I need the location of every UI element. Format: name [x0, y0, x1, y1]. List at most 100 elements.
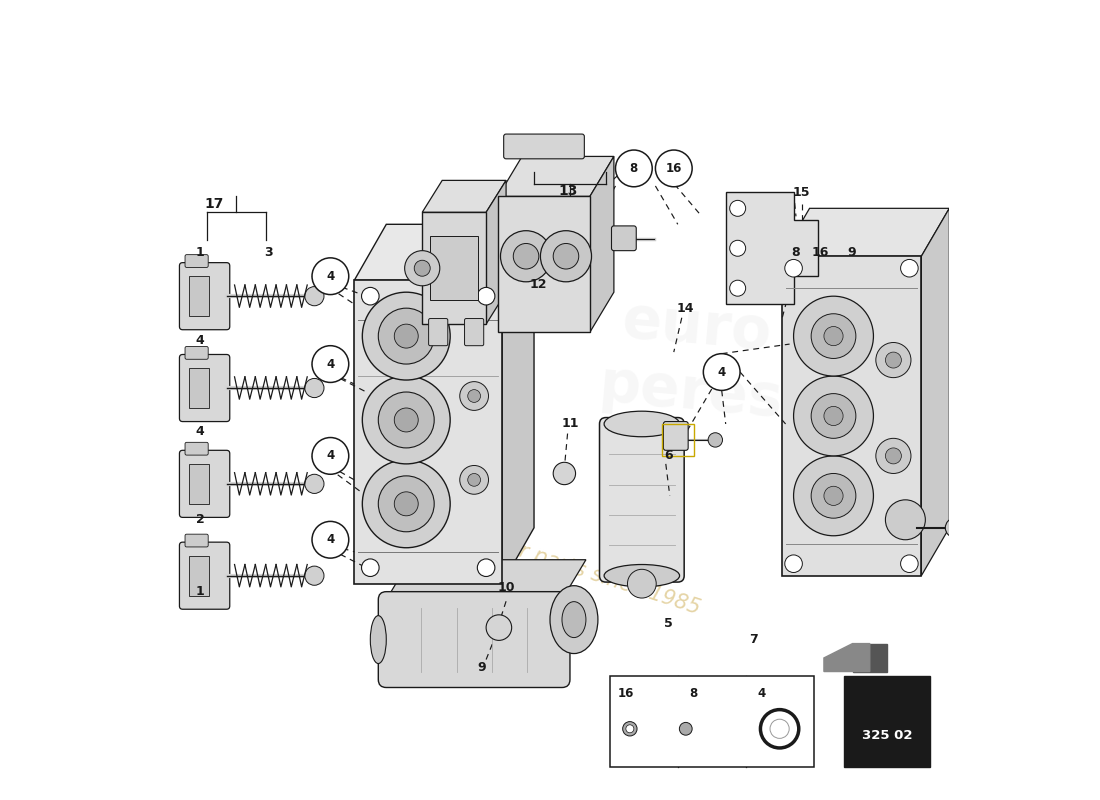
- Circle shape: [405, 250, 440, 286]
- Text: 3: 3: [265, 246, 273, 258]
- Circle shape: [540, 230, 592, 282]
- Circle shape: [901, 555, 918, 573]
- FancyBboxPatch shape: [185, 442, 208, 455]
- Circle shape: [784, 259, 802, 277]
- Text: 10: 10: [497, 581, 515, 594]
- Circle shape: [811, 314, 856, 358]
- FancyBboxPatch shape: [179, 450, 230, 518]
- Circle shape: [729, 200, 746, 216]
- Polygon shape: [498, 157, 614, 196]
- Text: 2: 2: [196, 514, 205, 526]
- Circle shape: [656, 150, 692, 186]
- Circle shape: [760, 710, 799, 748]
- Text: 8: 8: [791, 246, 800, 258]
- Circle shape: [394, 408, 418, 432]
- Circle shape: [626, 725, 634, 733]
- Text: 13: 13: [559, 184, 579, 198]
- Circle shape: [305, 474, 324, 494]
- Text: 4: 4: [327, 450, 334, 462]
- Circle shape: [703, 354, 740, 390]
- Circle shape: [729, 280, 746, 296]
- Circle shape: [901, 259, 918, 277]
- Ellipse shape: [562, 602, 586, 638]
- FancyBboxPatch shape: [354, 280, 502, 584]
- Text: 16: 16: [618, 686, 634, 699]
- Polygon shape: [386, 560, 586, 600]
- Circle shape: [477, 559, 495, 577]
- FancyBboxPatch shape: [189, 464, 209, 504]
- Text: 4: 4: [717, 366, 726, 378]
- Circle shape: [824, 486, 843, 506]
- Circle shape: [623, 722, 637, 736]
- Polygon shape: [824, 643, 870, 671]
- Text: 4: 4: [327, 534, 334, 546]
- Circle shape: [770, 719, 789, 738]
- Text: 8: 8: [629, 162, 638, 175]
- Text: 325 02: 325 02: [861, 729, 912, 742]
- Text: 4: 4: [758, 686, 766, 699]
- Circle shape: [500, 230, 551, 282]
- FancyBboxPatch shape: [612, 226, 636, 250]
- Polygon shape: [422, 180, 506, 212]
- Circle shape: [362, 287, 380, 305]
- Circle shape: [886, 448, 901, 464]
- Text: a passion for parts since 1985: a passion for parts since 1985: [397, 502, 703, 618]
- FancyBboxPatch shape: [179, 262, 230, 330]
- Circle shape: [362, 376, 450, 464]
- FancyBboxPatch shape: [189, 368, 209, 408]
- Circle shape: [415, 260, 430, 276]
- Polygon shape: [502, 224, 534, 584]
- Circle shape: [886, 500, 925, 540]
- FancyBboxPatch shape: [189, 556, 209, 596]
- Circle shape: [468, 390, 481, 402]
- Circle shape: [553, 462, 575, 485]
- Ellipse shape: [550, 586, 598, 654]
- FancyBboxPatch shape: [378, 592, 570, 687]
- Polygon shape: [922, 208, 949, 576]
- Text: 14: 14: [676, 302, 694, 314]
- Text: 12: 12: [529, 278, 547, 290]
- Circle shape: [824, 406, 843, 426]
- FancyBboxPatch shape: [422, 212, 486, 324]
- Circle shape: [477, 287, 495, 305]
- Circle shape: [811, 394, 856, 438]
- Text: 7: 7: [749, 633, 758, 646]
- Circle shape: [460, 466, 488, 494]
- FancyBboxPatch shape: [663, 422, 689, 450]
- Circle shape: [486, 615, 512, 640]
- FancyBboxPatch shape: [189, 276, 209, 316]
- Circle shape: [824, 326, 843, 346]
- Circle shape: [312, 346, 349, 382]
- Circle shape: [362, 292, 450, 380]
- Text: euro
peres: euro peres: [596, 290, 791, 430]
- FancyBboxPatch shape: [185, 254, 208, 267]
- Text: 16: 16: [811, 246, 828, 258]
- Polygon shape: [782, 208, 949, 256]
- Circle shape: [362, 559, 380, 577]
- Circle shape: [627, 570, 657, 598]
- Text: 1: 1: [196, 246, 205, 258]
- FancyBboxPatch shape: [429, 318, 448, 346]
- Circle shape: [729, 240, 746, 256]
- Circle shape: [305, 286, 324, 306]
- Text: 4: 4: [196, 334, 205, 346]
- FancyBboxPatch shape: [600, 418, 684, 582]
- Ellipse shape: [371, 616, 386, 663]
- Ellipse shape: [604, 411, 680, 437]
- Circle shape: [553, 243, 579, 269]
- Text: 4: 4: [327, 358, 334, 370]
- Circle shape: [468, 474, 481, 486]
- FancyBboxPatch shape: [609, 675, 814, 767]
- Text: 11: 11: [561, 418, 579, 430]
- Text: 4: 4: [327, 270, 334, 282]
- Text: 15: 15: [793, 186, 811, 199]
- Circle shape: [312, 522, 349, 558]
- FancyBboxPatch shape: [179, 354, 230, 422]
- Polygon shape: [726, 192, 817, 304]
- Circle shape: [312, 258, 349, 294]
- FancyBboxPatch shape: [179, 542, 230, 610]
- Circle shape: [616, 150, 652, 186]
- Text: 4: 4: [196, 426, 205, 438]
- Circle shape: [811, 474, 856, 518]
- Polygon shape: [852, 643, 887, 671]
